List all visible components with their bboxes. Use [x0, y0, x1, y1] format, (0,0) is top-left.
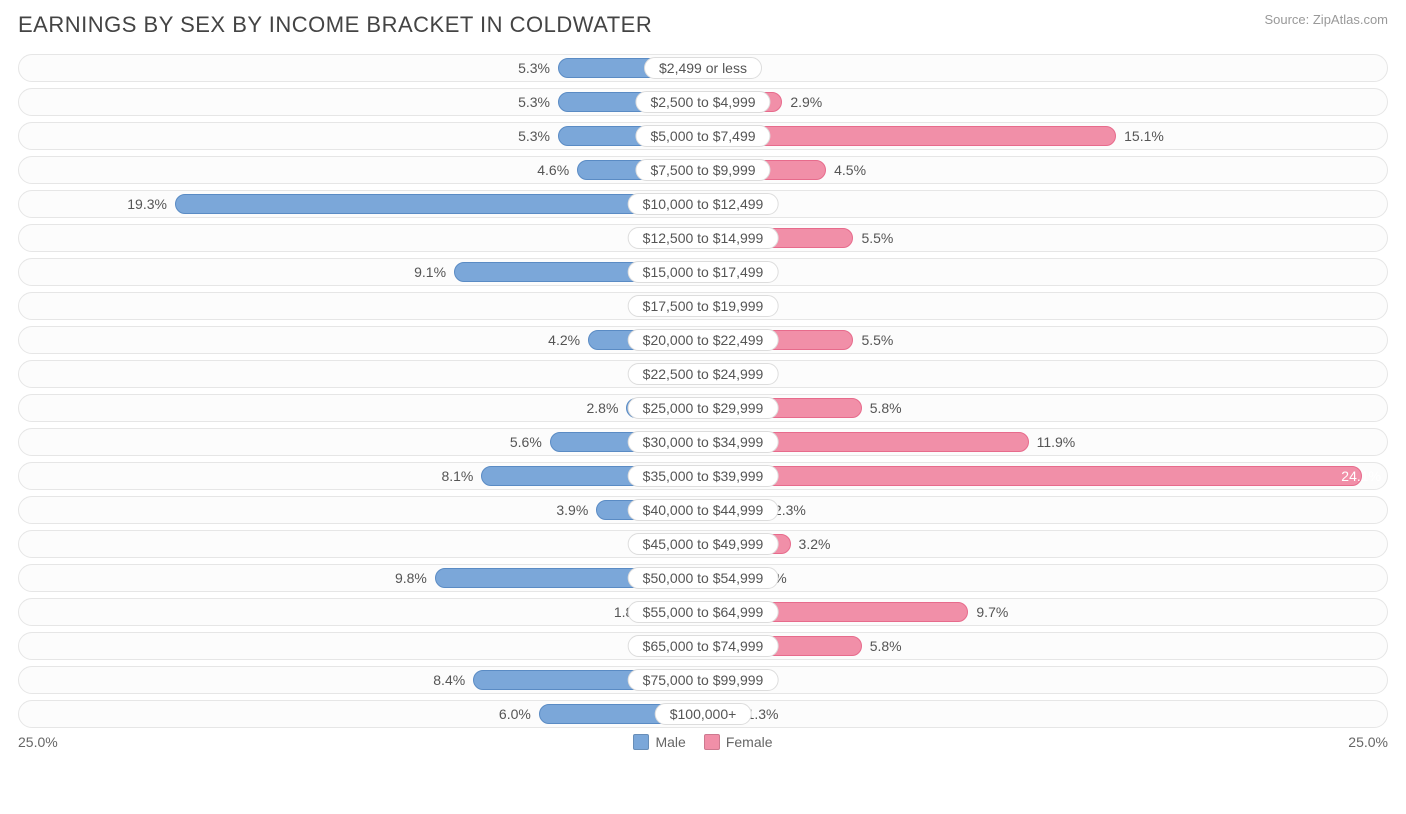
male-bar — [175, 194, 703, 214]
bracket-label: $7,500 to $9,999 — [635, 159, 770, 181]
bracket-label: $25,000 to $29,999 — [628, 397, 779, 419]
female-bar — [703, 466, 1362, 486]
chart-footer: 25.0% Male Female 25.0% — [18, 734, 1388, 750]
male-value-label: 5.6% — [510, 429, 550, 455]
female-value-label: 5.5% — [853, 225, 893, 251]
female-value-label: 9.7% — [968, 599, 1008, 625]
female-value-label: 15.1% — [1116, 123, 1164, 149]
female-value-label: 3.2% — [791, 531, 831, 557]
bracket-label: $30,000 to $34,999 — [628, 431, 779, 453]
chart-row: 8.1% 24.1% $35,000 to $39,999 — [18, 462, 1388, 490]
chart-header: EARNINGS BY SEX BY INCOME BRACKET IN COL… — [18, 12, 1388, 38]
male-value-label: 5.3% — [518, 89, 558, 115]
chart-row: 8.4%0.0%$75,000 to $99,999 — [18, 666, 1388, 694]
female-value-label: 4.5% — [826, 157, 866, 183]
bracket-label: $22,500 to $24,999 — [628, 363, 779, 385]
bracket-label: $100,000+ — [655, 703, 752, 725]
chart-source: Source: ZipAtlas.com — [1264, 12, 1388, 27]
male-value-label: 5.3% — [518, 55, 558, 81]
axis-max-left: 25.0% — [18, 734, 58, 750]
bracket-label: $65,000 to $74,999 — [628, 635, 779, 657]
bracket-label: $5,000 to $7,499 — [635, 125, 770, 147]
chart-row: 6.0%1.3%$100,000+ — [18, 700, 1388, 728]
bracket-label: $20,000 to $22,499 — [628, 329, 779, 351]
male-value-label: 8.4% — [433, 667, 473, 693]
male-value-label: 6.0% — [499, 701, 539, 727]
bracket-label: $17,500 to $19,999 — [628, 295, 779, 317]
chart-row: 9.8%1.6%$50,000 to $54,999 — [18, 564, 1388, 592]
female-value-label: 11.9% — [1029, 429, 1076, 455]
bracket-label: $2,499 or less — [644, 57, 762, 79]
male-value-label: 2.8% — [586, 395, 626, 421]
bracket-label: $15,000 to $17,499 — [628, 261, 779, 283]
male-value-label: 4.6% — [537, 157, 577, 183]
female-value-label: 5.8% — [862, 633, 902, 659]
legend-item-male: Male — [633, 734, 685, 750]
chart-row: 0.7%5.8%$65,000 to $74,999 — [18, 632, 1388, 660]
chart-row: 2.8% 5.8% $25,000 to $29,999 — [18, 394, 1388, 422]
chart-row: 4.2% 5.5% $20,000 to $22,499 — [18, 326, 1388, 354]
axis-max-right: 25.0% — [1348, 734, 1388, 750]
legend-swatch-female — [704, 734, 720, 750]
male-value-label: 4.2% — [548, 327, 588, 353]
male-value-label: 9.8% — [395, 565, 435, 591]
bracket-label: $35,000 to $39,999 — [628, 465, 779, 487]
bracket-label: $50,000 to $54,999 — [628, 567, 779, 589]
chart-row: 5.3% 15.1% $5,000 to $7,499 — [18, 122, 1388, 150]
chart-row: 19.3%0.0%$10,000 to $12,499 — [18, 190, 1388, 218]
bracket-label: $55,000 to $64,999 — [628, 601, 779, 623]
chart-row: 0.0%0.0%$22,500 to $24,999 — [18, 360, 1388, 388]
male-value-label: 5.3% — [518, 123, 558, 149]
chart-row: 0.0%3.2%$45,000 to $49,999 — [18, 530, 1388, 558]
chart-row: 5.6% 11.9% $30,000 to $34,999 — [18, 428, 1388, 456]
legend-label-male: Male — [655, 734, 685, 750]
chart-row: 4.6% 4.5% $7,500 to $9,999 — [18, 156, 1388, 184]
chart-title: EARNINGS BY SEX BY INCOME BRACKET IN COL… — [18, 12, 652, 38]
chart-row: 9.1%0.0%$15,000 to $17,499 — [18, 258, 1388, 286]
male-value-label: 3.9% — [556, 497, 596, 523]
chart-row: 0.0%5.5%$12,500 to $14,999 — [18, 224, 1388, 252]
diverging-bar-chart: 5.3%0.0%$2,499 or less5.3%2.9%$2,500 to … — [18, 54, 1388, 728]
legend-swatch-male — [633, 734, 649, 750]
bracket-label: $10,000 to $12,499 — [628, 193, 779, 215]
legend-label-female: Female — [726, 734, 773, 750]
male-value-label: 19.3% — [127, 191, 175, 217]
bracket-label: $40,000 to $44,999 — [628, 499, 779, 521]
chart-row: 0.0%0.96%$17,500 to $19,999 — [18, 292, 1388, 320]
female-value-label: 2.9% — [782, 89, 822, 115]
legend-item-female: Female — [704, 734, 773, 750]
female-value-label: 5.8% — [862, 395, 902, 421]
legend: Male Female — [633, 734, 772, 750]
bracket-label: $12,500 to $14,999 — [628, 227, 779, 249]
chart-row: 1.8%9.7%$55,000 to $64,999 — [18, 598, 1388, 626]
bracket-label: $75,000 to $99,999 — [628, 669, 779, 691]
male-value-label: 8.1% — [441, 463, 481, 489]
bracket-label: $45,000 to $49,999 — [628, 533, 779, 555]
chart-row: 3.9%2.3%$40,000 to $44,999 — [18, 496, 1388, 524]
female-value-label: 24.1% — [1341, 463, 1381, 489]
chart-row: 5.3% 2.9% $2,500 to $4,999 — [18, 88, 1388, 116]
chart-row: 5.3%0.0%$2,499 or less — [18, 54, 1388, 82]
male-value-label: 9.1% — [414, 259, 454, 285]
female-value-label: 5.5% — [853, 327, 893, 353]
bracket-label: $2,500 to $4,999 — [635, 91, 770, 113]
